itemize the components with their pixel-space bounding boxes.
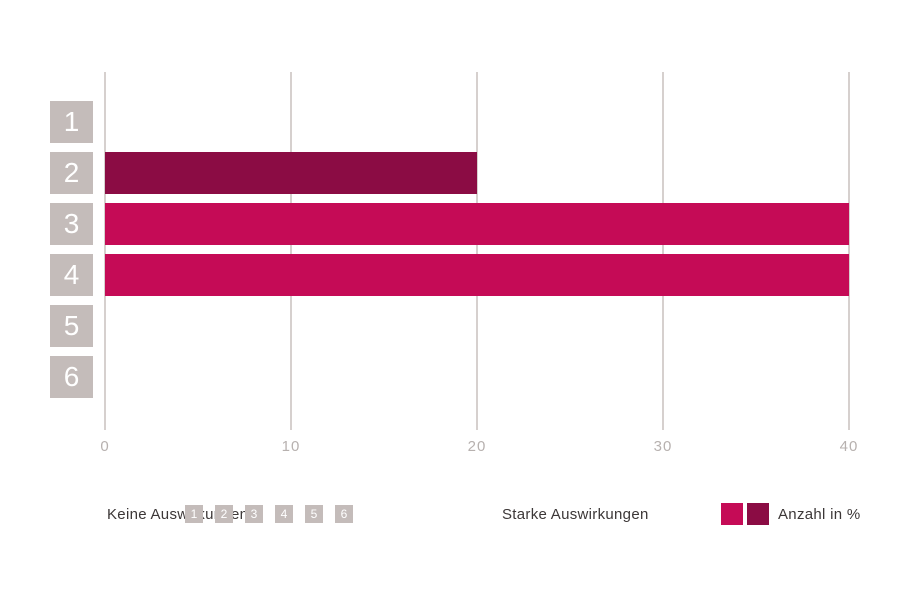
legend-scale-box-2: 2 [215,505,233,523]
legend-scale-box-1: 1 [185,505,203,523]
y-category-box: 2 [50,152,93,194]
legend-scale-box-6: 6 [335,505,353,523]
gridline-x-0 [104,72,106,430]
gridline-x-20 [476,72,478,430]
bar-category-4 [105,254,849,296]
y-category-box: 1 [50,101,93,143]
legend-scale-box-3: 3 [245,505,263,523]
x-tick-label: 20 [467,438,487,455]
x-tick-label: 30 [653,438,673,455]
y-category-box: 4 [50,254,93,296]
legend-swatch-pink [721,503,743,525]
y-category-box: 3 [50,203,93,245]
gridline-x-40 [848,72,850,430]
legend-min-label: Keine Auswirkungen [107,506,249,523]
legend-max-label: Starke Auswirkungen [502,506,649,523]
gridline-x-10 [290,72,292,430]
gridline-x-30 [662,72,664,430]
y-category-box: 6 [50,356,93,398]
legend-swatch-dark [747,503,769,525]
bar-category-3 [105,203,849,245]
x-tick-label: 40 [839,438,859,455]
bar-category-2 [105,152,477,194]
y-category-box: 5 [50,305,93,347]
legend-scale-box-5: 5 [305,505,323,523]
x-tick-label: 0 [100,438,110,455]
x-tick-label: 10 [281,438,301,455]
legend-series-label: Anzahl in % [778,506,861,523]
legend-scale-box-4: 4 [275,505,293,523]
